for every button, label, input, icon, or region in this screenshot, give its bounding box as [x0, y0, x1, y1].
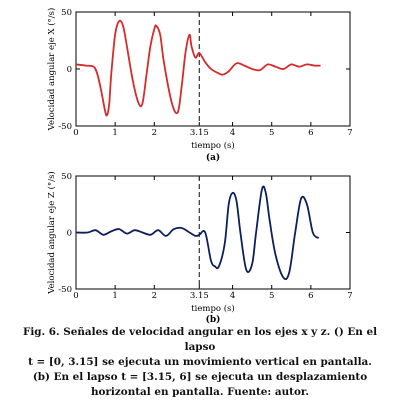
figure-caption: Fig. 6. Señales de velocidad angular en … — [6, 325, 394, 400]
x-tick-label: 3.15 — [190, 291, 209, 301]
x-tick-label: 1 — [112, 291, 117, 301]
x-tick-label: 2 — [152, 291, 157, 301]
caption-line-2: t = [0, 3.15] se ejecuta un movimiento v… — [28, 356, 372, 368]
x-axis-label: tiempo (s) — [191, 140, 234, 151]
x-axis-label: tiempo (s) — [191, 303, 234, 314]
x-tick-label: 4 — [230, 128, 235, 138]
caption-line-1: Fig. 6. Señales de velocidad angular en … — [22, 326, 378, 353]
y-tick-label: 50 — [61, 8, 72, 18]
x-tick-label: 0 — [73, 128, 78, 138]
panel-label: (b) — [206, 314, 221, 325]
x-tick-label: 6 — [308, 128, 313, 138]
x-tick-label: 7 — [347, 128, 352, 138]
y-axis-label: Velocidad angular eje Z (°/s) — [46, 171, 57, 294]
caption-line-4: horizontal en pantalla. Fuente: autor. — [90, 386, 310, 398]
x-tick-label: 1 — [112, 128, 117, 138]
y-tick-label: 0 — [67, 229, 72, 239]
x-tick-label: 4 — [230, 291, 235, 301]
x-tick-label: 2 — [152, 128, 157, 138]
x-tick-label: 6 — [308, 291, 313, 301]
plot-frame — [75, 11, 351, 127]
y-axis-label: Velocidad angular eje X (°/s) — [46, 8, 57, 132]
plot-frame — [75, 175, 351, 290]
series-line — [75, 19, 321, 117]
y-tick-label: -50 — [58, 122, 72, 132]
y-tick-label: 50 — [61, 172, 72, 182]
x-tick-label: 3.15 — [190, 128, 209, 138]
panel-label: (a) — [206, 152, 220, 163]
x-tick-label: 5 — [269, 291, 274, 301]
x-tick-label: 7 — [347, 291, 352, 301]
series-line — [75, 185, 320, 281]
caption-line-3: (b) En el lapso t = [3.15, 6] se ejecuta… — [32, 371, 368, 383]
x-tick-label: 0 — [73, 291, 78, 301]
y-tick-label: -50 — [58, 285, 72, 295]
x-tick-label: 5 — [269, 128, 274, 138]
y-tick-label: 0 — [67, 65, 72, 75]
